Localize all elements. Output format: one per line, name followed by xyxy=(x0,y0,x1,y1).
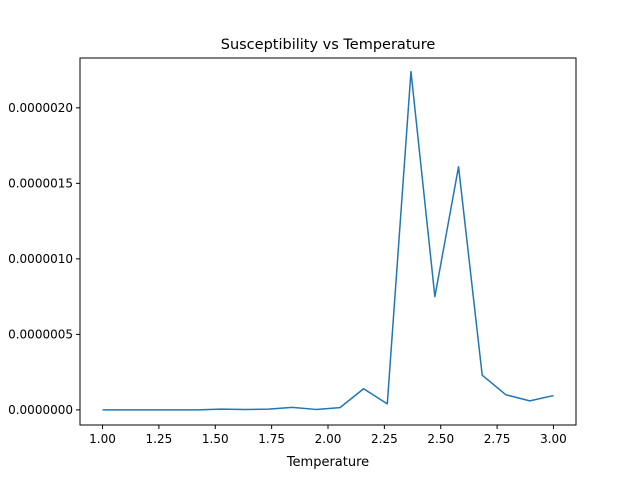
y-tick-label: 0.0000020 xyxy=(8,101,73,115)
x-tick-label: 1.25 xyxy=(146,432,173,446)
x-tick-label: 1.00 xyxy=(89,432,116,446)
x-tick-label: 2.25 xyxy=(371,432,398,446)
x-tick-label: 2.50 xyxy=(427,432,454,446)
x-tick-label: 2.75 xyxy=(484,432,511,446)
x-axis-label: Temperature xyxy=(286,455,369,470)
chart-title: Susceptibility vs Temperature xyxy=(221,37,436,53)
y-tick-label: 0.0000015 xyxy=(8,176,73,190)
x-tick-label: 2.00 xyxy=(315,432,342,446)
y-tick-label: 0.0000010 xyxy=(8,252,73,266)
y-tick-label: 0.0000000 xyxy=(8,403,73,417)
series-line-0 xyxy=(102,70,554,411)
y-tick-label: 0.0000005 xyxy=(8,327,73,341)
x-tick-label: 1.75 xyxy=(258,432,285,446)
x-tick-label: 1.50 xyxy=(202,432,229,446)
x-tick-label: 3.00 xyxy=(540,432,567,446)
plot-frame xyxy=(79,57,577,426)
